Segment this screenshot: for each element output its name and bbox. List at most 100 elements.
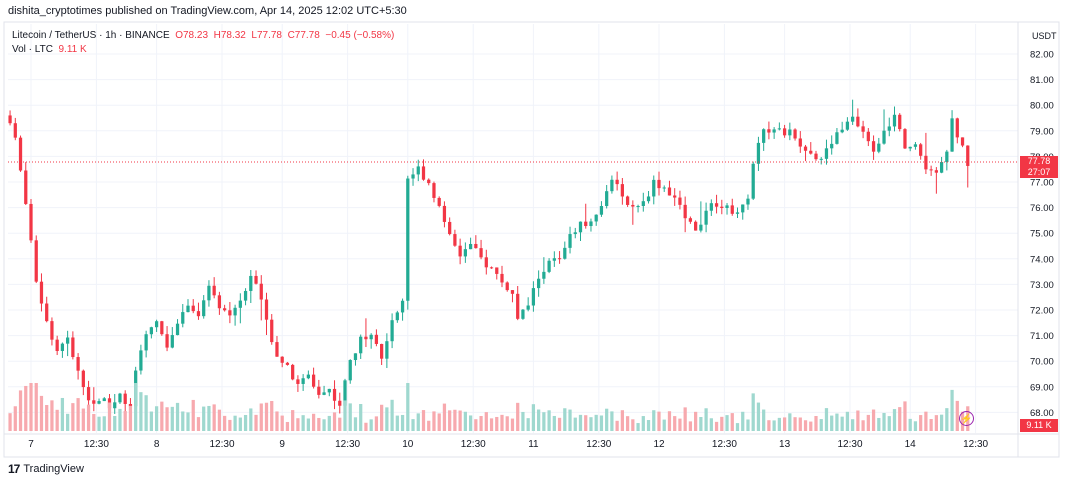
candle-body[interactable] (432, 183, 436, 198)
candle-body[interactable] (819, 158, 823, 160)
candle-body[interactable] (599, 206, 604, 215)
lightning-icon[interactable]: ⚡ (959, 411, 974, 426)
candle-body[interactable] (191, 305, 195, 312)
candle-body[interactable] (950, 118, 954, 152)
candle-body[interactable] (746, 198, 750, 205)
candle-body[interactable] (851, 116, 855, 122)
candle-body[interactable] (856, 116, 860, 127)
candle-body[interactable] (380, 343, 384, 359)
candle-body[interactable] (92, 400, 96, 404)
candle-body[interactable] (803, 146, 808, 151)
candle-body[interactable] (228, 310, 232, 316)
candle-body[interactable] (474, 243, 478, 249)
candle-body[interactable] (411, 174, 415, 179)
candle-body[interactable] (798, 138, 802, 147)
candle-body[interactable] (735, 212, 740, 214)
candle-body[interactable] (285, 362, 290, 365)
candle-body[interactable] (170, 335, 174, 348)
candle-body[interactable] (678, 197, 682, 205)
candle-body[interactable] (934, 170, 938, 173)
candle-body[interactable] (557, 258, 562, 260)
candle-body[interactable] (898, 114, 902, 130)
candle-body[interactable] (427, 179, 431, 184)
candle-body[interactable] (552, 258, 556, 261)
candle-body[interactable] (767, 129, 771, 133)
candle-body[interactable] (275, 342, 279, 357)
candle-body[interactable] (317, 386, 321, 395)
candle-body[interactable] (390, 320, 394, 342)
candle-body[interactable] (652, 179, 656, 197)
candle-body[interactable] (741, 204, 745, 213)
candle-body[interactable] (683, 204, 687, 219)
candle-body[interactable] (673, 195, 677, 198)
candle-body[interactable] (688, 218, 693, 222)
candle-body[interactable] (756, 142, 761, 164)
candle-body[interactable] (772, 129, 776, 133)
candle-body[interactable] (181, 312, 185, 324)
candle-body[interactable] (861, 126, 865, 132)
candle-body[interactable] (144, 334, 148, 351)
candle-body[interactable] (55, 339, 59, 351)
candle-body[interactable] (594, 214, 598, 222)
candle-body[interactable] (526, 305, 530, 310)
candle-body[interactable] (631, 204, 635, 207)
candle-body[interactable] (128, 403, 133, 407)
candle-body[interactable] (81, 370, 85, 388)
candle-body[interactable] (212, 285, 216, 296)
candle-body[interactable] (175, 323, 180, 336)
candle-body[interactable] (448, 221, 452, 235)
candle-body[interactable] (762, 129, 766, 143)
candle-body[interactable] (359, 336, 363, 354)
candle-body[interactable] (102, 398, 106, 402)
candle-body[interactable] (929, 169, 933, 171)
candle-body[interactable] (714, 203, 719, 207)
candle-body[interactable] (945, 151, 949, 163)
candle-body[interactable] (311, 374, 316, 387)
candle-body[interactable] (578, 221, 583, 233)
candle-body[interactable] (322, 392, 326, 395)
candle-body[interactable] (694, 221, 698, 231)
candle-body[interactable] (960, 137, 965, 146)
candle-body[interactable] (139, 350, 143, 371)
candle-body[interactable] (788, 129, 792, 136)
candle-body[interactable] (50, 321, 54, 340)
candle-body[interactable] (374, 334, 379, 344)
candle-body[interactable] (233, 307, 237, 316)
candle-body[interactable] (730, 205, 734, 214)
candle-body[interactable] (66, 337, 70, 344)
candle-body[interactable] (13, 123, 17, 138)
candle-body[interactable] (521, 309, 525, 319)
candle-body[interactable] (60, 343, 65, 351)
candle-body[interactable] (86, 387, 91, 401)
candle-body[interactable] (306, 374, 310, 379)
candle-body[interactable] (291, 364, 295, 380)
candle-body[interactable] (568, 234, 572, 248)
candle-body[interactable] (641, 201, 645, 207)
candle-body[interactable] (542, 271, 546, 279)
candle-body[interactable] (29, 203, 33, 241)
candle-body[interactable] (589, 221, 593, 227)
candle-body[interactable] (34, 240, 38, 282)
candle-body[interactable] (667, 187, 672, 196)
candle-body[interactable] (877, 143, 881, 152)
candle-body[interactable] (725, 205, 729, 208)
candle-body[interactable] (348, 360, 352, 381)
candle-body[interactable] (782, 128, 787, 136)
candle-body[interactable] (406, 178, 410, 301)
candle-body[interactable] (238, 300, 242, 308)
candle-body[interactable] (385, 341, 389, 359)
symbol-name[interactable]: Litecoin / TetherUS · 1h · BINANCE (12, 30, 170, 41)
candle-body[interactable] (71, 337, 75, 358)
candle-body[interactable] (160, 321, 164, 335)
candle-body[interactable] (495, 267, 499, 274)
candle-body[interactable] (463, 249, 467, 257)
candle-body[interactable] (24, 170, 28, 204)
candle-body[interactable] (243, 290, 248, 301)
candle-body[interactable] (620, 184, 624, 197)
candle-body[interactable] (892, 114, 897, 127)
candle-body[interactable] (547, 260, 551, 272)
candle-body[interactable] (280, 356, 284, 363)
candle-body[interactable] (537, 278, 541, 289)
candle-body[interactable] (584, 221, 588, 227)
candle-body[interactable] (165, 334, 169, 348)
